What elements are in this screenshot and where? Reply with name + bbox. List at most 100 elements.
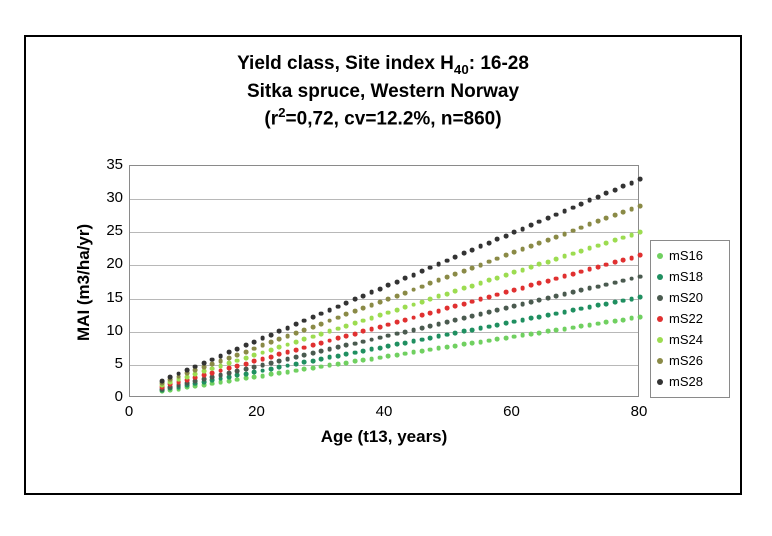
data-point <box>445 319 450 324</box>
data-point <box>369 290 374 295</box>
data-point <box>495 337 500 342</box>
data-point <box>361 306 366 311</box>
data-point <box>201 369 206 374</box>
data-point <box>478 262 483 267</box>
y-tick-label: 5 <box>95 355 123 372</box>
data-point <box>269 340 274 345</box>
data-point <box>336 345 341 350</box>
data-point <box>310 315 315 320</box>
data-point <box>436 262 441 267</box>
data-point <box>386 333 391 338</box>
data-point <box>352 359 357 364</box>
data-point <box>545 278 550 283</box>
data-point <box>285 334 290 339</box>
data-point <box>159 378 164 383</box>
data-point <box>344 312 349 317</box>
legend-item: mS26 <box>657 350 723 371</box>
data-point <box>529 244 534 249</box>
data-point <box>554 294 559 299</box>
data-point <box>403 276 408 281</box>
data-point <box>277 359 282 364</box>
data-point <box>352 341 357 346</box>
data-point <box>503 273 508 278</box>
title-1a: Yield class, Site index H <box>237 53 454 74</box>
data-point <box>294 368 299 373</box>
data-point <box>529 223 534 228</box>
data-point <box>260 350 265 355</box>
data-point <box>453 304 458 309</box>
data-point <box>520 247 525 252</box>
data-point <box>394 342 399 347</box>
data-point <box>235 373 240 378</box>
data-point <box>394 320 399 325</box>
data-point <box>269 354 274 359</box>
data-point <box>520 226 525 231</box>
data-point <box>445 332 450 337</box>
data-point <box>545 296 550 301</box>
data-point <box>420 299 425 304</box>
title-3a: (r <box>264 109 278 130</box>
data-point <box>638 203 643 208</box>
data-point <box>579 324 584 329</box>
data-point <box>227 356 232 361</box>
data-point <box>638 315 643 320</box>
data-point <box>269 361 274 366</box>
data-point <box>352 350 357 355</box>
data-point <box>621 258 626 263</box>
data-point <box>461 316 466 321</box>
data-point <box>386 310 391 315</box>
data-point <box>629 180 634 185</box>
data-point <box>520 302 525 307</box>
data-point <box>394 279 399 284</box>
data-point <box>461 301 466 306</box>
legend-item: mS16 <box>657 245 723 266</box>
data-point <box>386 344 391 349</box>
legend-item: mS18 <box>657 266 723 287</box>
x-tick-label: 20 <box>237 403 277 420</box>
data-point <box>596 219 601 224</box>
data-point <box>629 206 634 211</box>
data-point <box>604 282 609 287</box>
data-point <box>487 259 492 264</box>
data-point <box>252 359 257 364</box>
data-point <box>436 346 441 351</box>
legend-label: mS20 <box>669 290 703 305</box>
data-point <box>621 298 626 303</box>
data-point <box>403 290 408 295</box>
y-tick-label: 20 <box>95 255 123 272</box>
data-point <box>352 309 357 314</box>
data-point <box>302 318 307 323</box>
data-point <box>227 371 232 376</box>
data-point <box>596 321 601 326</box>
data-point <box>570 325 575 330</box>
data-point <box>369 327 374 332</box>
data-point <box>436 334 441 339</box>
legend-marker-icon <box>657 253 663 259</box>
data-point <box>612 300 617 305</box>
data-point <box>428 311 433 316</box>
data-point <box>319 332 324 337</box>
data-point <box>529 265 534 270</box>
data-point <box>361 294 366 299</box>
data-point <box>277 345 282 350</box>
data-point <box>638 230 643 235</box>
data-point <box>344 352 349 357</box>
data-point <box>277 352 282 357</box>
data-point <box>436 294 441 299</box>
title-line-3: (r2=0,72, cv=12.2%, n=860) <box>26 104 740 132</box>
data-point <box>361 339 366 344</box>
data-point <box>269 348 274 353</box>
data-point <box>579 225 584 230</box>
data-point <box>260 343 265 348</box>
data-point <box>428 265 433 270</box>
x-tick-label: 40 <box>364 403 404 420</box>
data-point <box>495 323 500 328</box>
data-point <box>621 317 626 322</box>
data-point <box>570 228 575 233</box>
title-line-1: Yield class, Site index H40: 16-28 <box>26 51 740 79</box>
data-point <box>378 286 383 291</box>
data-point <box>336 326 341 331</box>
gridline <box>130 265 638 266</box>
data-point <box>403 329 408 334</box>
data-point <box>478 326 483 331</box>
